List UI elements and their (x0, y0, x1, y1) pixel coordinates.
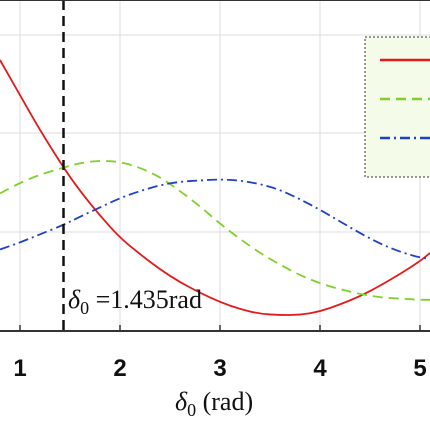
series-line-3 (0, 178, 430, 260)
legend-box (364, 36, 430, 178)
x-tick-label: 3 (213, 355, 226, 382)
x-tick-label: 2 (113, 355, 126, 382)
series-layer (0, 59, 430, 316)
x-tick-label: 4 (313, 355, 327, 382)
series-line-2 (0, 160, 430, 301)
x-axis-symbol: δ (175, 387, 188, 416)
annotation-value: =1.435rad (89, 285, 202, 314)
series-line-1 (0, 59, 430, 316)
x-tick-label: 1 (13, 355, 26, 382)
vline-annotation: δ0 =1.435rad (68, 285, 202, 318)
x-axis-unit: (rad) (196, 387, 253, 416)
x-axis-sub: 0 (187, 400, 196, 420)
x-axis-title: δ0 (rad) (175, 387, 253, 420)
x-tick-label: 5 (413, 355, 426, 382)
annotation-symbol: δ (68, 285, 81, 314)
legend (364, 36, 430, 178)
plot-frame (0, 0, 430, 332)
annotation-sub: 0 (80, 298, 89, 318)
x-ticks: 1 2 3 4 5 (13, 325, 427, 382)
